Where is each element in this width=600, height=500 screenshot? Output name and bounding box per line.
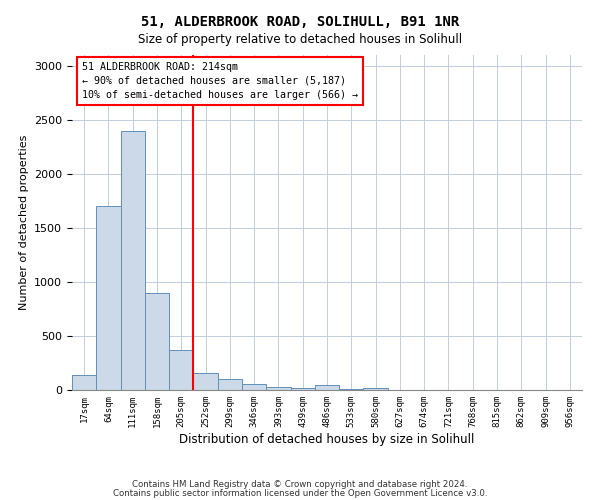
Bar (145, 292, 169, 390)
Bar (72, 375, 96, 390)
X-axis label: Distribution of detached houses by size in Solihull: Distribution of detached houses by size … (179, 432, 475, 446)
Bar (169, 350, 193, 390)
Bar (218, 378, 242, 390)
Bar (242, 384, 266, 390)
Bar (121, 130, 145, 390)
Y-axis label: Number of detached properties: Number of detached properties (19, 135, 29, 310)
Text: Contains public sector information licensed under the Open Government Licence v3: Contains public sector information licen… (113, 490, 487, 498)
Bar (364, 388, 388, 390)
Bar (290, 388, 315, 390)
Text: 51, ALDERBROOK ROAD, SOLIHULL, B91 1NR: 51, ALDERBROOK ROAD, SOLIHULL, B91 1NR (141, 15, 459, 29)
Text: Contains HM Land Registry data © Crown copyright and database right 2024.: Contains HM Land Registry data © Crown c… (132, 480, 468, 489)
Bar (266, 387, 290, 390)
Bar (315, 384, 339, 390)
Text: 51 ALDERBROOK ROAD: 214sqm
← 90% of detached houses are smaller (5,187)
10% of s: 51 ALDERBROOK ROAD: 214sqm ← 90% of deta… (82, 62, 358, 100)
Text: Size of property relative to detached houses in Solihull: Size of property relative to detached ho… (138, 32, 462, 46)
Bar (96, 206, 121, 390)
Bar (193, 373, 218, 390)
